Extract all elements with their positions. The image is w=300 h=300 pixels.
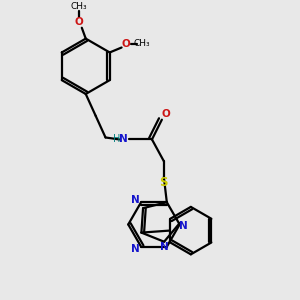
Text: N: N xyxy=(179,221,188,231)
Text: O: O xyxy=(161,109,170,119)
Text: CH₃: CH₃ xyxy=(133,39,150,48)
Text: O: O xyxy=(121,39,130,49)
Text: N: N xyxy=(160,242,169,252)
Text: N: N xyxy=(131,195,140,205)
Text: H: H xyxy=(113,134,120,145)
Text: O: O xyxy=(74,17,83,27)
Text: N: N xyxy=(119,134,128,145)
Text: CH₃: CH₃ xyxy=(70,2,87,11)
Text: N: N xyxy=(131,244,140,254)
Text: S: S xyxy=(160,176,168,189)
